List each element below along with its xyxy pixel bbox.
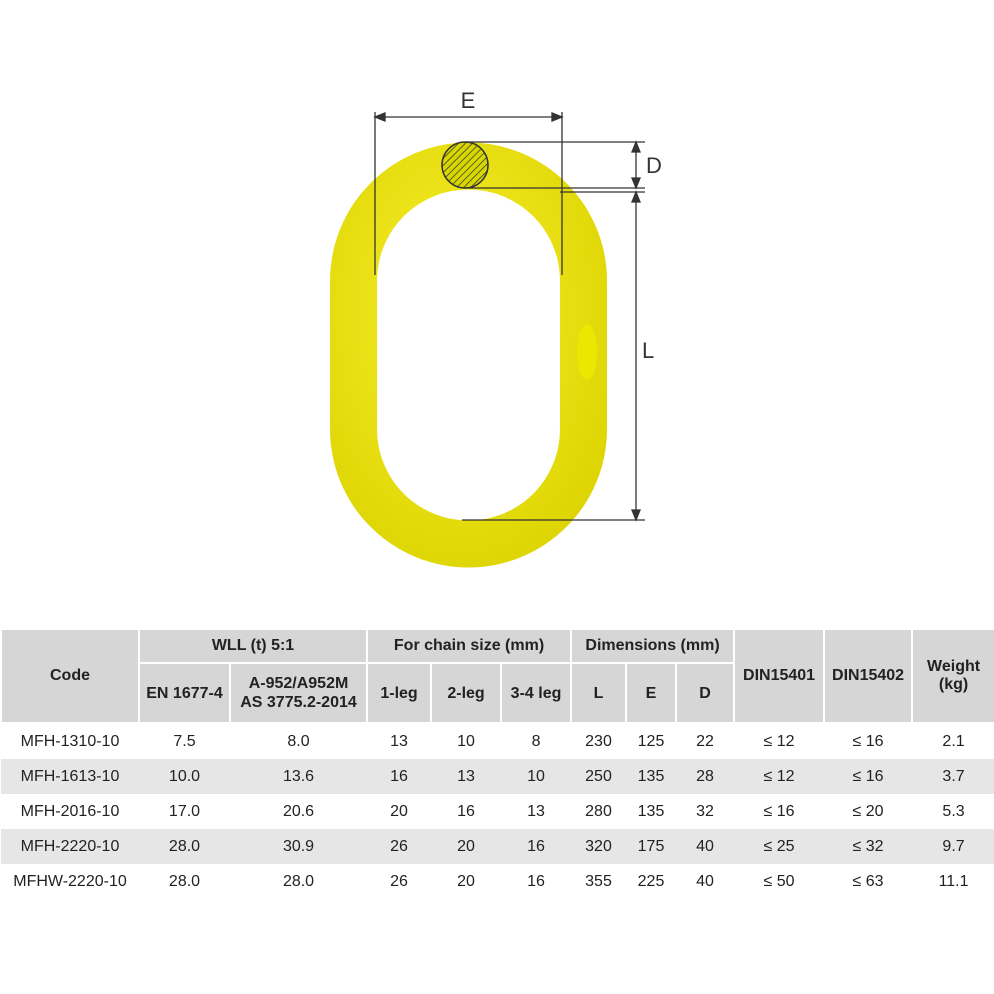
table-cell: ≤ 12 — [763, 732, 795, 750]
table-cell: MFH-1310-10 — [20, 732, 120, 750]
table-cell: ≤ 50 — [763, 872, 795, 890]
table-cell: 10.0 — [139, 759, 230, 794]
header-cell: A-952/A952M AS 3775.2-2014 — [228, 662, 369, 724]
table-cell: 13 — [390, 732, 408, 750]
table-cell: 28.0 — [282, 872, 315, 890]
header-cell: 3-4 leg — [500, 662, 573, 724]
table-cell: 16 — [367, 759, 432, 794]
table-cell: 5.3 — [942, 802, 965, 820]
table-cell: 26 — [390, 872, 408, 890]
label-l: L — [642, 338, 654, 363]
table-cell: 2.1 — [942, 732, 965, 750]
table-cell: ≤ 16 — [824, 759, 913, 794]
table-cell: 22 — [696, 732, 714, 750]
header-line: A-952/A952M — [248, 675, 349, 692]
cross-section — [441, 141, 489, 189]
table-cell: 175 — [626, 829, 677, 864]
table-cell: 40 — [676, 829, 735, 864]
table-cell: 13 — [527, 802, 545, 820]
header-cell: D — [675, 662, 736, 724]
table-cell: 20 — [431, 829, 502, 864]
table-cell: 30.9 — [230, 829, 368, 864]
table-cell: 40 — [696, 872, 714, 890]
table-cell: 125 — [637, 732, 665, 750]
table-cell: ≤ 32 — [824, 829, 913, 864]
table-cell: 16 — [457, 802, 475, 820]
header-cell: For chain size (mm) — [366, 628, 573, 664]
table-cell: 10 — [501, 759, 572, 794]
header-cell: WLL (t) 5:1 — [137, 628, 369, 664]
table-cell: 230 — [585, 732, 612, 750]
table-cell: 320 — [571, 829, 627, 864]
table-cell: 20 — [390, 802, 408, 820]
table-cell: 11.1 — [938, 872, 969, 890]
table-cell: ≤ 20 — [852, 802, 884, 820]
table-cell: 3.7 — [912, 759, 994, 794]
header-cell: EN 1677-4 — [138, 662, 231, 724]
table-row: MFH-2220-10 28.0 30.9 26 20 16 320 175 40 ≤ 25 ≤ 3… — [1, 829, 994, 864]
label-e: E — [461, 88, 476, 113]
ring-weld — [577, 324, 597, 380]
header-cell: L — [570, 662, 628, 724]
table-cell: 13.6 — [230, 759, 368, 794]
header-cell: Code — [0, 628, 140, 724]
table-cell: 250 — [571, 759, 627, 794]
table-cell: 32 — [696, 802, 714, 820]
header-line: (kg) — [938, 676, 969, 693]
table-cell: 17.0 — [168, 802, 201, 820]
header-cell: 2-leg — [430, 662, 503, 724]
table-cell: 8 — [531, 732, 541, 750]
table-cell: 8.0 — [287, 732, 310, 750]
spec-table: Code WLL (t) 5:1 For chain size (mm) Dim… — [0, 628, 994, 899]
table-cell: MFH-1613-10 — [1, 759, 139, 794]
table-cell: 16 — [527, 872, 545, 890]
table-cell: 28.0 — [139, 829, 230, 864]
table-cell: 135 — [637, 802, 665, 820]
header-cell: DIN15401 — [733, 628, 826, 724]
table-cell: 26 — [367, 829, 432, 864]
header-line: Weight — [927, 658, 981, 675]
header-cell: Dimensions (mm) — [570, 628, 736, 664]
table-cell: ≤ 25 — [734, 829, 825, 864]
table-row: MFH-1310-10 7.5 8.0 13 10 8 230 125 22 ≤ 12 ≤ 16 2.… — [1, 723, 994, 759]
table-cell: MFHW-2220-10 — [13, 872, 127, 890]
table-cell: 7.5 — [173, 732, 196, 750]
table-cell: 20 — [457, 872, 475, 890]
table-cell: MFH-2220-10 — [1, 829, 139, 864]
table-row: MFHW-2220-10 28.0 28.0 26 20 16 355 225 40 ≤ 50 ≤ … — [1, 864, 994, 899]
table-cell: 28.0 — [168, 872, 201, 890]
header-cell: DIN15402 — [823, 628, 914, 724]
table-cell: 135 — [626, 759, 677, 794]
ring-diagram: E D L — [330, 88, 662, 568]
table-cell: ≤ 12 — [734, 759, 825, 794]
label-d: D — [646, 153, 662, 178]
table-cell: MFH-2016-10 — [20, 802, 120, 820]
header-cell: E — [625, 662, 678, 724]
table-cell: 16 — [501, 829, 572, 864]
header-line: AS 3775.2-2014 — [240, 694, 357, 711]
ring — [330, 142, 607, 568]
table-cell: 10 — [457, 732, 475, 750]
header-cell: 1-leg — [366, 662, 433, 724]
table-cell: 28 — [676, 759, 735, 794]
table-cell: 280 — [585, 802, 612, 820]
table-body: MFH-1310-10 7.5 8.0 13 10 8 230 125 22 ≤ 12 ≤ 16 2.… — [1, 723, 994, 899]
table-cell: ≤ 16 — [763, 802, 795, 820]
table-cell: 355 — [585, 872, 612, 890]
table-cell: ≤ 16 — [852, 732, 884, 750]
table-row: MFH-1613-10 10.0 13.6 16 13 10 250 135 28 ≤ 12 ≤ 1… — [1, 759, 994, 794]
table-cell: ≤ 63 — [852, 872, 884, 890]
table-cell: 20.6 — [282, 802, 315, 820]
dimension-lines — [373, 112, 645, 522]
header-cell: Weight (kg) — [911, 628, 994, 724]
table-cell: 225 — [637, 872, 665, 890]
table-cell: 9.7 — [912, 829, 994, 864]
table-cell: 13 — [431, 759, 502, 794]
table-row: MFH-2016-10 17.0 20.6 20 16 13 280 135 32 ≤ 16 ≤ 2… — [1, 794, 994, 829]
